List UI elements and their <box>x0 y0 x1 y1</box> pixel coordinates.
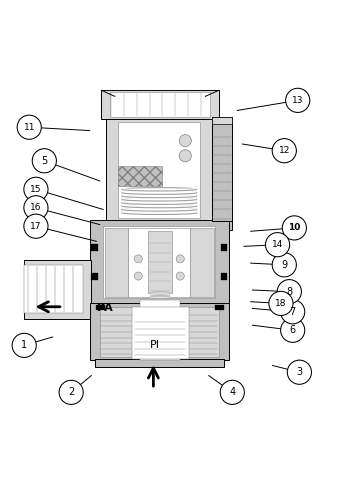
FancyBboxPatch shape <box>118 166 162 186</box>
FancyBboxPatch shape <box>190 228 214 296</box>
Circle shape <box>134 255 142 263</box>
FancyBboxPatch shape <box>212 117 232 124</box>
Circle shape <box>179 135 191 147</box>
FancyBboxPatch shape <box>118 122 201 218</box>
FancyBboxPatch shape <box>100 307 219 357</box>
Circle shape <box>281 300 305 324</box>
Text: 14: 14 <box>272 240 283 249</box>
Circle shape <box>179 150 191 162</box>
FancyBboxPatch shape <box>91 244 98 251</box>
FancyBboxPatch shape <box>24 265 83 313</box>
Text: 4: 4 <box>229 387 235 398</box>
FancyBboxPatch shape <box>90 303 229 361</box>
FancyBboxPatch shape <box>105 228 128 296</box>
Text: 5: 5 <box>41 156 48 166</box>
Circle shape <box>281 318 305 342</box>
Text: PI: PI <box>150 340 160 350</box>
Circle shape <box>286 88 310 112</box>
FancyBboxPatch shape <box>148 231 172 294</box>
FancyBboxPatch shape <box>128 228 190 296</box>
Circle shape <box>32 149 56 173</box>
FancyBboxPatch shape <box>131 307 189 359</box>
FancyBboxPatch shape <box>90 220 229 305</box>
Text: 6: 6 <box>289 325 296 335</box>
Text: 1: 1 <box>21 340 27 350</box>
Circle shape <box>272 139 296 163</box>
Circle shape <box>277 279 301 304</box>
Circle shape <box>134 272 142 280</box>
Circle shape <box>272 253 296 277</box>
Circle shape <box>12 333 36 357</box>
FancyBboxPatch shape <box>101 90 219 119</box>
Text: PA: PA <box>97 303 113 313</box>
Text: 11: 11 <box>24 122 35 132</box>
Circle shape <box>266 233 290 257</box>
Circle shape <box>176 272 184 280</box>
Circle shape <box>269 291 293 315</box>
FancyBboxPatch shape <box>215 305 224 310</box>
Text: 7: 7 <box>289 307 296 317</box>
Text: 9: 9 <box>281 260 287 270</box>
Circle shape <box>24 214 48 238</box>
FancyBboxPatch shape <box>96 305 105 310</box>
Circle shape <box>220 380 244 404</box>
FancyBboxPatch shape <box>91 273 98 280</box>
Circle shape <box>287 360 311 384</box>
Text: 12: 12 <box>279 146 290 155</box>
Circle shape <box>282 216 306 240</box>
FancyBboxPatch shape <box>220 244 227 251</box>
FancyBboxPatch shape <box>212 117 232 221</box>
Text: 17: 17 <box>30 222 42 231</box>
Text: 10: 10 <box>288 224 301 232</box>
Text: 2: 2 <box>68 387 74 398</box>
Text: 15: 15 <box>30 185 42 194</box>
FancyBboxPatch shape <box>24 260 91 318</box>
FancyBboxPatch shape <box>106 119 212 221</box>
Text: 13: 13 <box>292 96 303 105</box>
FancyBboxPatch shape <box>220 273 227 280</box>
FancyBboxPatch shape <box>140 300 180 361</box>
Text: 18: 18 <box>275 299 287 308</box>
Circle shape <box>59 380 83 404</box>
Text: 16: 16 <box>30 203 42 212</box>
Circle shape <box>24 196 48 220</box>
Circle shape <box>17 115 41 139</box>
FancyBboxPatch shape <box>95 359 224 367</box>
FancyBboxPatch shape <box>98 221 232 229</box>
Circle shape <box>176 255 184 263</box>
FancyBboxPatch shape <box>103 226 215 298</box>
FancyBboxPatch shape <box>110 92 210 117</box>
Text: 8: 8 <box>286 287 293 296</box>
Text: 3: 3 <box>296 367 302 377</box>
Circle shape <box>24 177 48 201</box>
